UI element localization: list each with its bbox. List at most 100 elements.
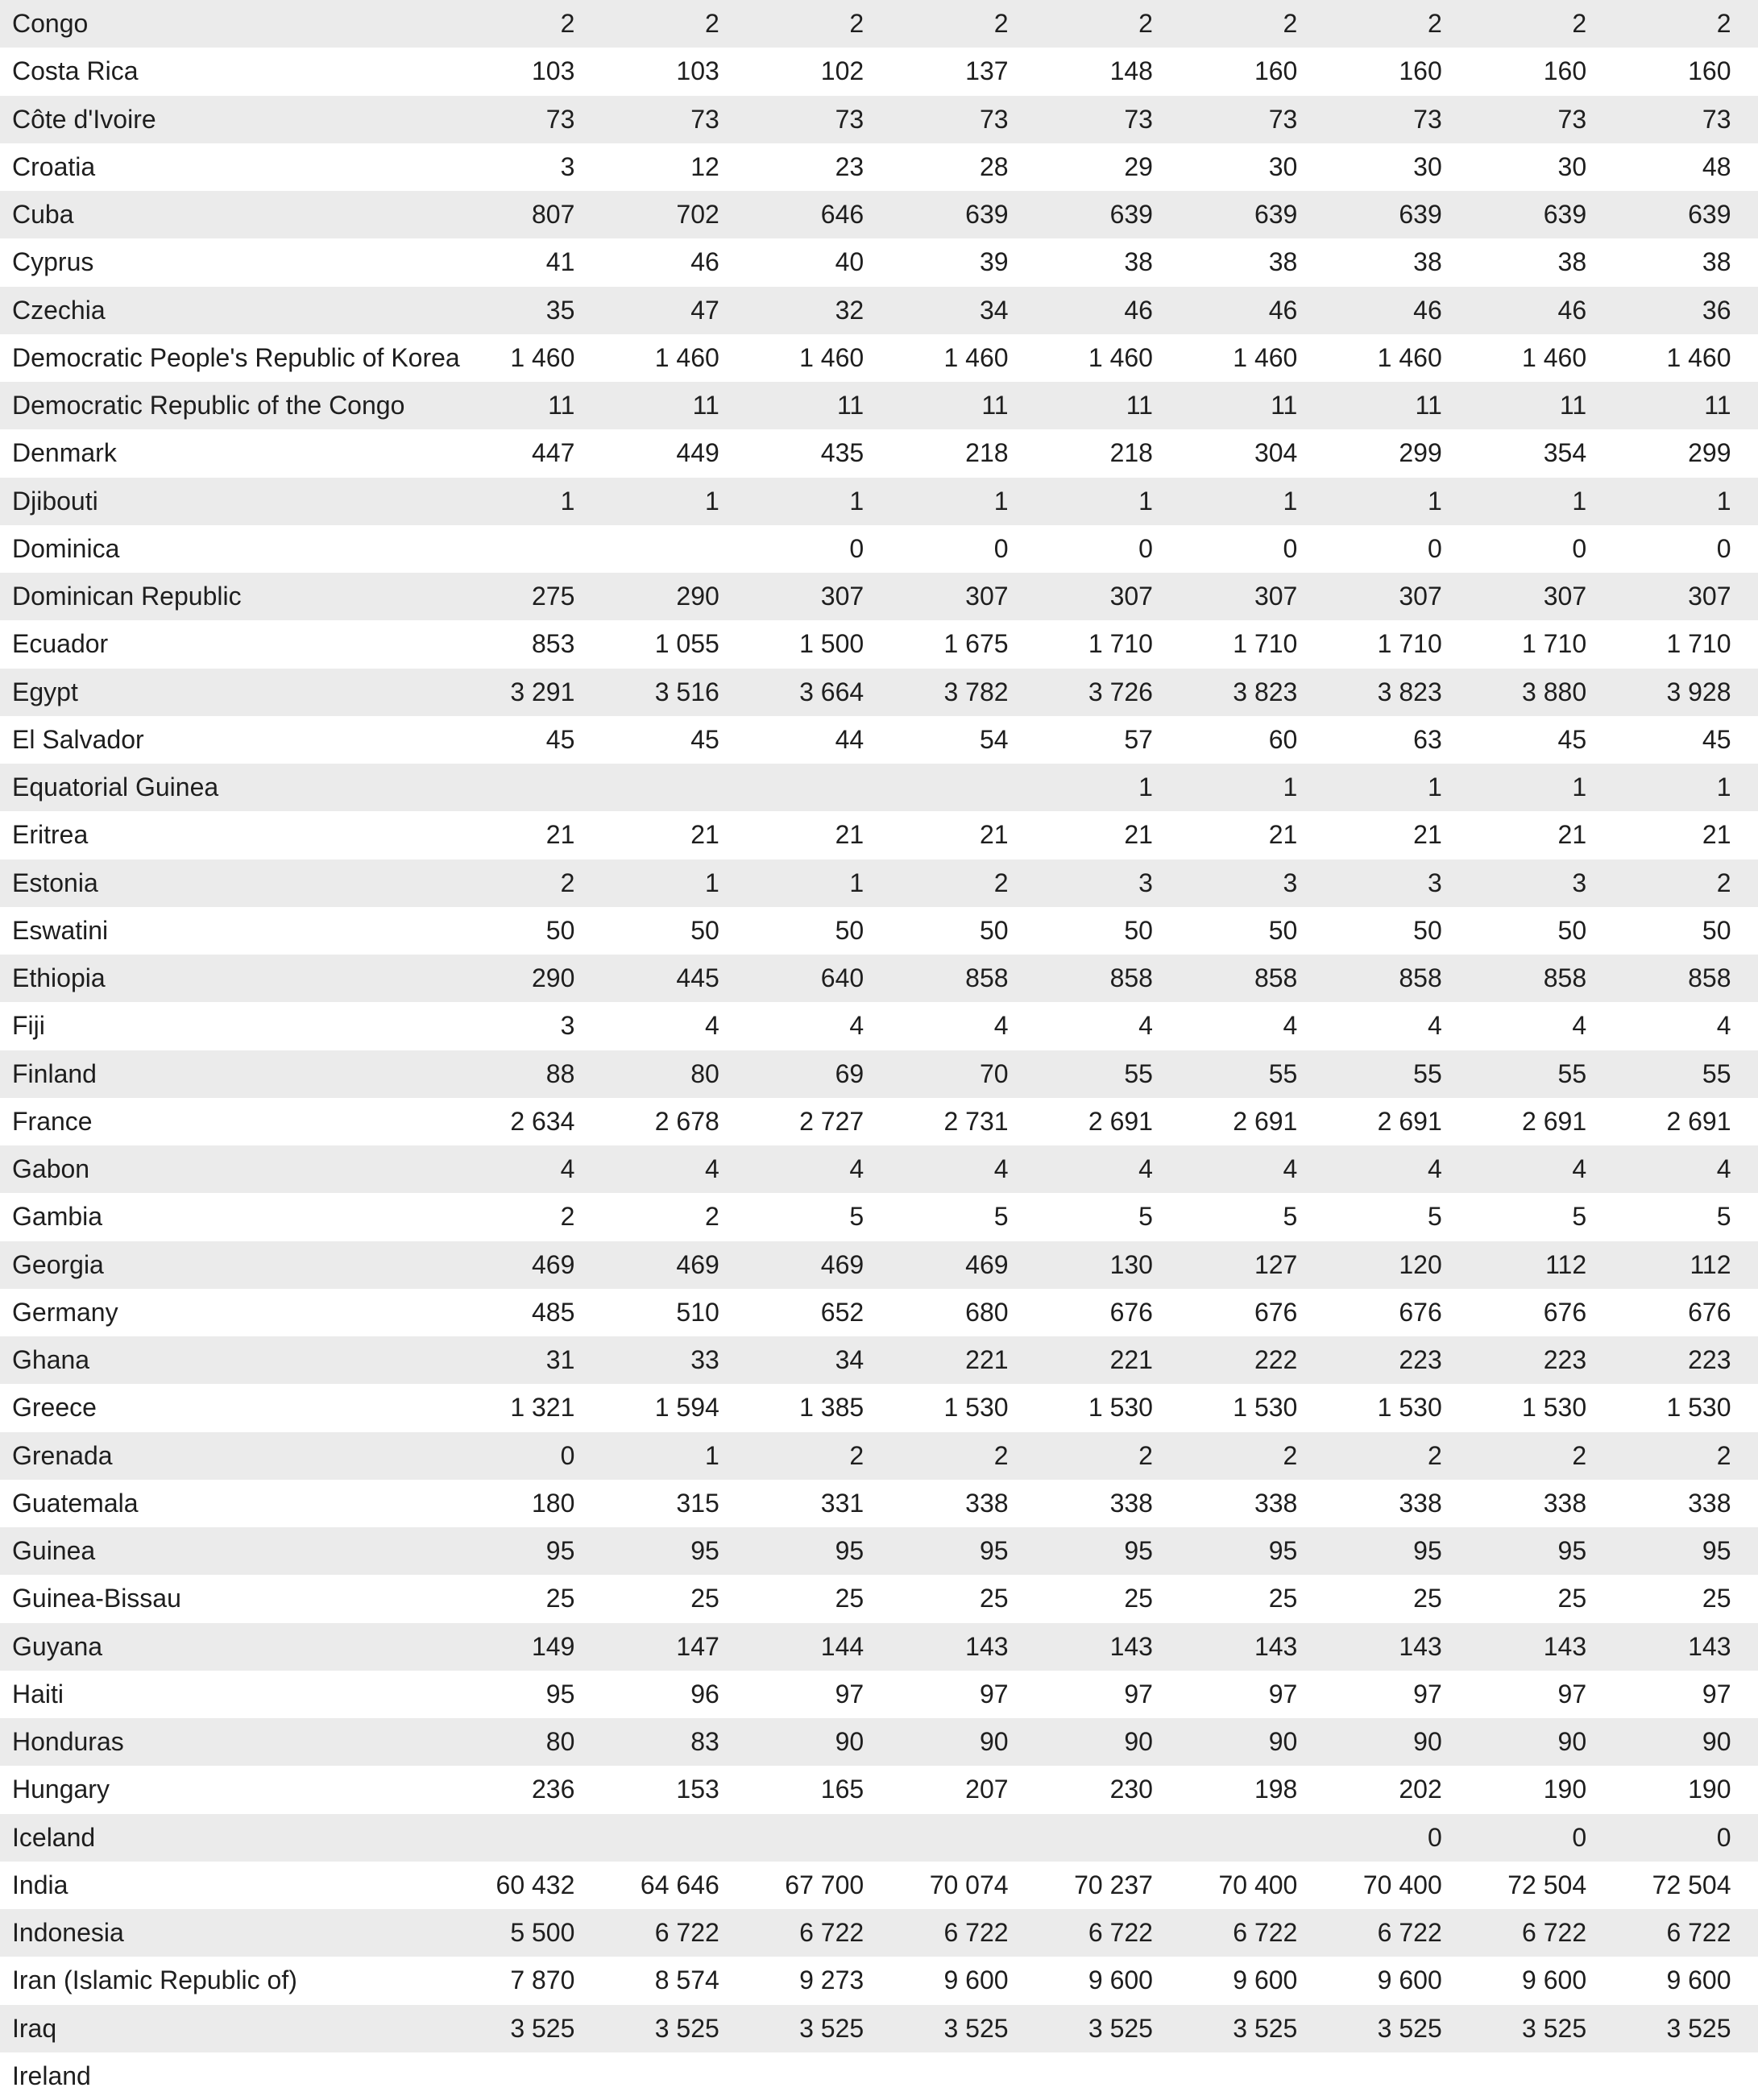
value-cell: 4 <box>993 1011 1009 1041</box>
value-cell: 223 <box>1688 1345 1731 1375</box>
value-cell: 165 <box>820 1775 864 1804</box>
value-cell: 28 <box>979 151 1009 181</box>
value-cell: 223 <box>1543 1345 1587 1375</box>
value-cell: 2 <box>1138 9 1153 39</box>
value-cell: 858 <box>1399 963 1442 993</box>
value-cell: 469 <box>965 1249 1009 1279</box>
country-name: Guinea <box>12 1536 96 1566</box>
value-cell: 3 <box>1427 868 1442 897</box>
value-cell: 1 321 <box>510 1393 575 1423</box>
value-cell: 3 664 <box>799 677 864 706</box>
value-cell: 858 <box>1254 963 1298 993</box>
value-cell: 11 <box>1415 391 1442 420</box>
value-cell: 338 <box>1543 1488 1587 1518</box>
value-cell: 147 <box>676 1631 719 1661</box>
value-cell: 2 <box>560 868 575 897</box>
value-cell: 95 <box>545 1679 575 1709</box>
value-cell: 4 <box>1427 1154 1442 1184</box>
value-cell: 702 <box>676 200 719 230</box>
value-cell: 143 <box>1254 1631 1298 1661</box>
value-cell: 1 460 <box>1233 342 1298 372</box>
table-row: Greece 1 321 1 594 1 385 1 530 1 530 1 530 1 53… <box>0 1384 1758 1431</box>
value-cell: 25 <box>1702 1584 1731 1613</box>
country-name: Iran (Islamic Republic of) <box>12 1965 297 1995</box>
value-cell: 70 400 <box>1362 1870 1442 1899</box>
value-cell: 0 <box>993 533 1009 563</box>
value-cell: 1 <box>1716 772 1731 802</box>
value-cell: 510 <box>676 1297 719 1327</box>
country-name: Cuba <box>12 200 74 230</box>
value-cell: 858 <box>965 963 1009 993</box>
value-cell: 639 <box>1399 200 1442 230</box>
value-cell: 2 <box>1572 9 1587 39</box>
value-cell: 4 <box>1138 1154 1153 1184</box>
value-cell: 307 <box>1254 582 1298 611</box>
value-cell: 2 <box>1716 1440 1731 1470</box>
table-row: Congo 2 2 2 2 2 2 2 2 2 <box>0 0 1758 48</box>
value-cell: 39 <box>979 247 1009 277</box>
table-row: Dominican Republic 275 290 307 307 307 307 307 3… <box>0 573 1758 621</box>
value-cell: 46 <box>1413 295 1442 325</box>
value-cell: 2 <box>1572 1440 1587 1470</box>
value-cell: 449 <box>676 438 719 468</box>
value-cell: 1 530 <box>1522 1393 1587 1423</box>
value-cell: 64 646 <box>640 1870 719 1899</box>
country-name: Costa Rica <box>12 56 139 86</box>
value-cell: 46 <box>1124 295 1153 325</box>
value-cell: 639 <box>1543 200 1587 230</box>
value-cell: 137 <box>965 56 1009 86</box>
table-row: Ethiopia 290 445 640 858 858 858 858 858 858 <box>0 955 1758 1003</box>
value-cell: 40 <box>835 247 864 277</box>
value-cell: 90 <box>1124 1727 1153 1757</box>
value-cell: 1 710 <box>1666 629 1731 659</box>
value-cell: 73 <box>1268 104 1298 134</box>
value-cell: 95 <box>690 1536 719 1566</box>
value-cell: 55 <box>1268 1058 1298 1088</box>
value-cell: 44 <box>835 724 864 754</box>
value-cell: 445 <box>676 963 719 993</box>
table-row: Croatia 3 12 23 28 29 30 30 30 48 <box>0 143 1758 191</box>
country-name: Democratic People's Republic of Korea <box>12 342 460 372</box>
country-name: Equatorial Guinea <box>12 772 219 802</box>
value-cell: 3 823 <box>1233 677 1298 706</box>
value-cell: 639 <box>1254 200 1298 230</box>
value-cell: 4 <box>849 1011 864 1041</box>
value-cell: 30 <box>1413 151 1442 181</box>
value-cell: 11 <box>692 391 719 420</box>
value-cell: 221 <box>1109 1345 1153 1375</box>
value-cell: 11 <box>1271 391 1298 420</box>
table-row: Guatemala 180 315 331 338 338 338 338 338 338 <box>0 1480 1758 1527</box>
value-cell: 97 <box>1413 1679 1442 1709</box>
country-name: Ireland <box>12 2061 91 2090</box>
value-cell: 331 <box>820 1488 864 1518</box>
table-row: Gabon 4 4 4 4 4 4 4 4 4 <box>0 1145 1758 1194</box>
table-row: Eritrea 21 21 21 21 21 21 21 21 21 <box>0 811 1758 859</box>
value-cell: 8 574 <box>654 1965 719 1995</box>
value-cell: 97 <box>1124 1679 1153 1709</box>
value-cell: 469 <box>676 1249 719 1279</box>
value-cell: 46 <box>690 247 719 277</box>
value-cell: 25 <box>1124 1584 1153 1613</box>
value-cell: 50 <box>1124 915 1153 945</box>
value-cell: 1 055 <box>654 629 719 659</box>
value-cell: 1 <box>1572 772 1587 802</box>
value-cell: 50 <box>690 915 719 945</box>
value-cell: 4 <box>1283 1154 1298 1184</box>
value-cell: 1 <box>849 486 864 516</box>
value-cell: 73 <box>1124 104 1153 134</box>
value-cell: 639 <box>1688 200 1731 230</box>
value-cell: 72 504 <box>1652 1870 1731 1899</box>
value-cell: 1 385 <box>799 1393 864 1423</box>
value-cell: 160 <box>1543 56 1587 86</box>
value-cell: 6 722 <box>1522 1918 1587 1948</box>
value-cell: 230 <box>1109 1775 1153 1804</box>
value-cell: 1 460 <box>654 342 719 372</box>
value-cell: 95 <box>979 1536 1009 1566</box>
country-name: Iraq <box>12 2013 57 2043</box>
value-cell: 50 <box>1268 915 1298 945</box>
value-cell: 55 <box>1413 1058 1442 1088</box>
country-name: India <box>12 1870 68 1899</box>
value-cell: 5 <box>1427 1202 1442 1232</box>
value-cell: 3 <box>560 1011 575 1041</box>
value-cell: 143 <box>965 1631 1009 1661</box>
